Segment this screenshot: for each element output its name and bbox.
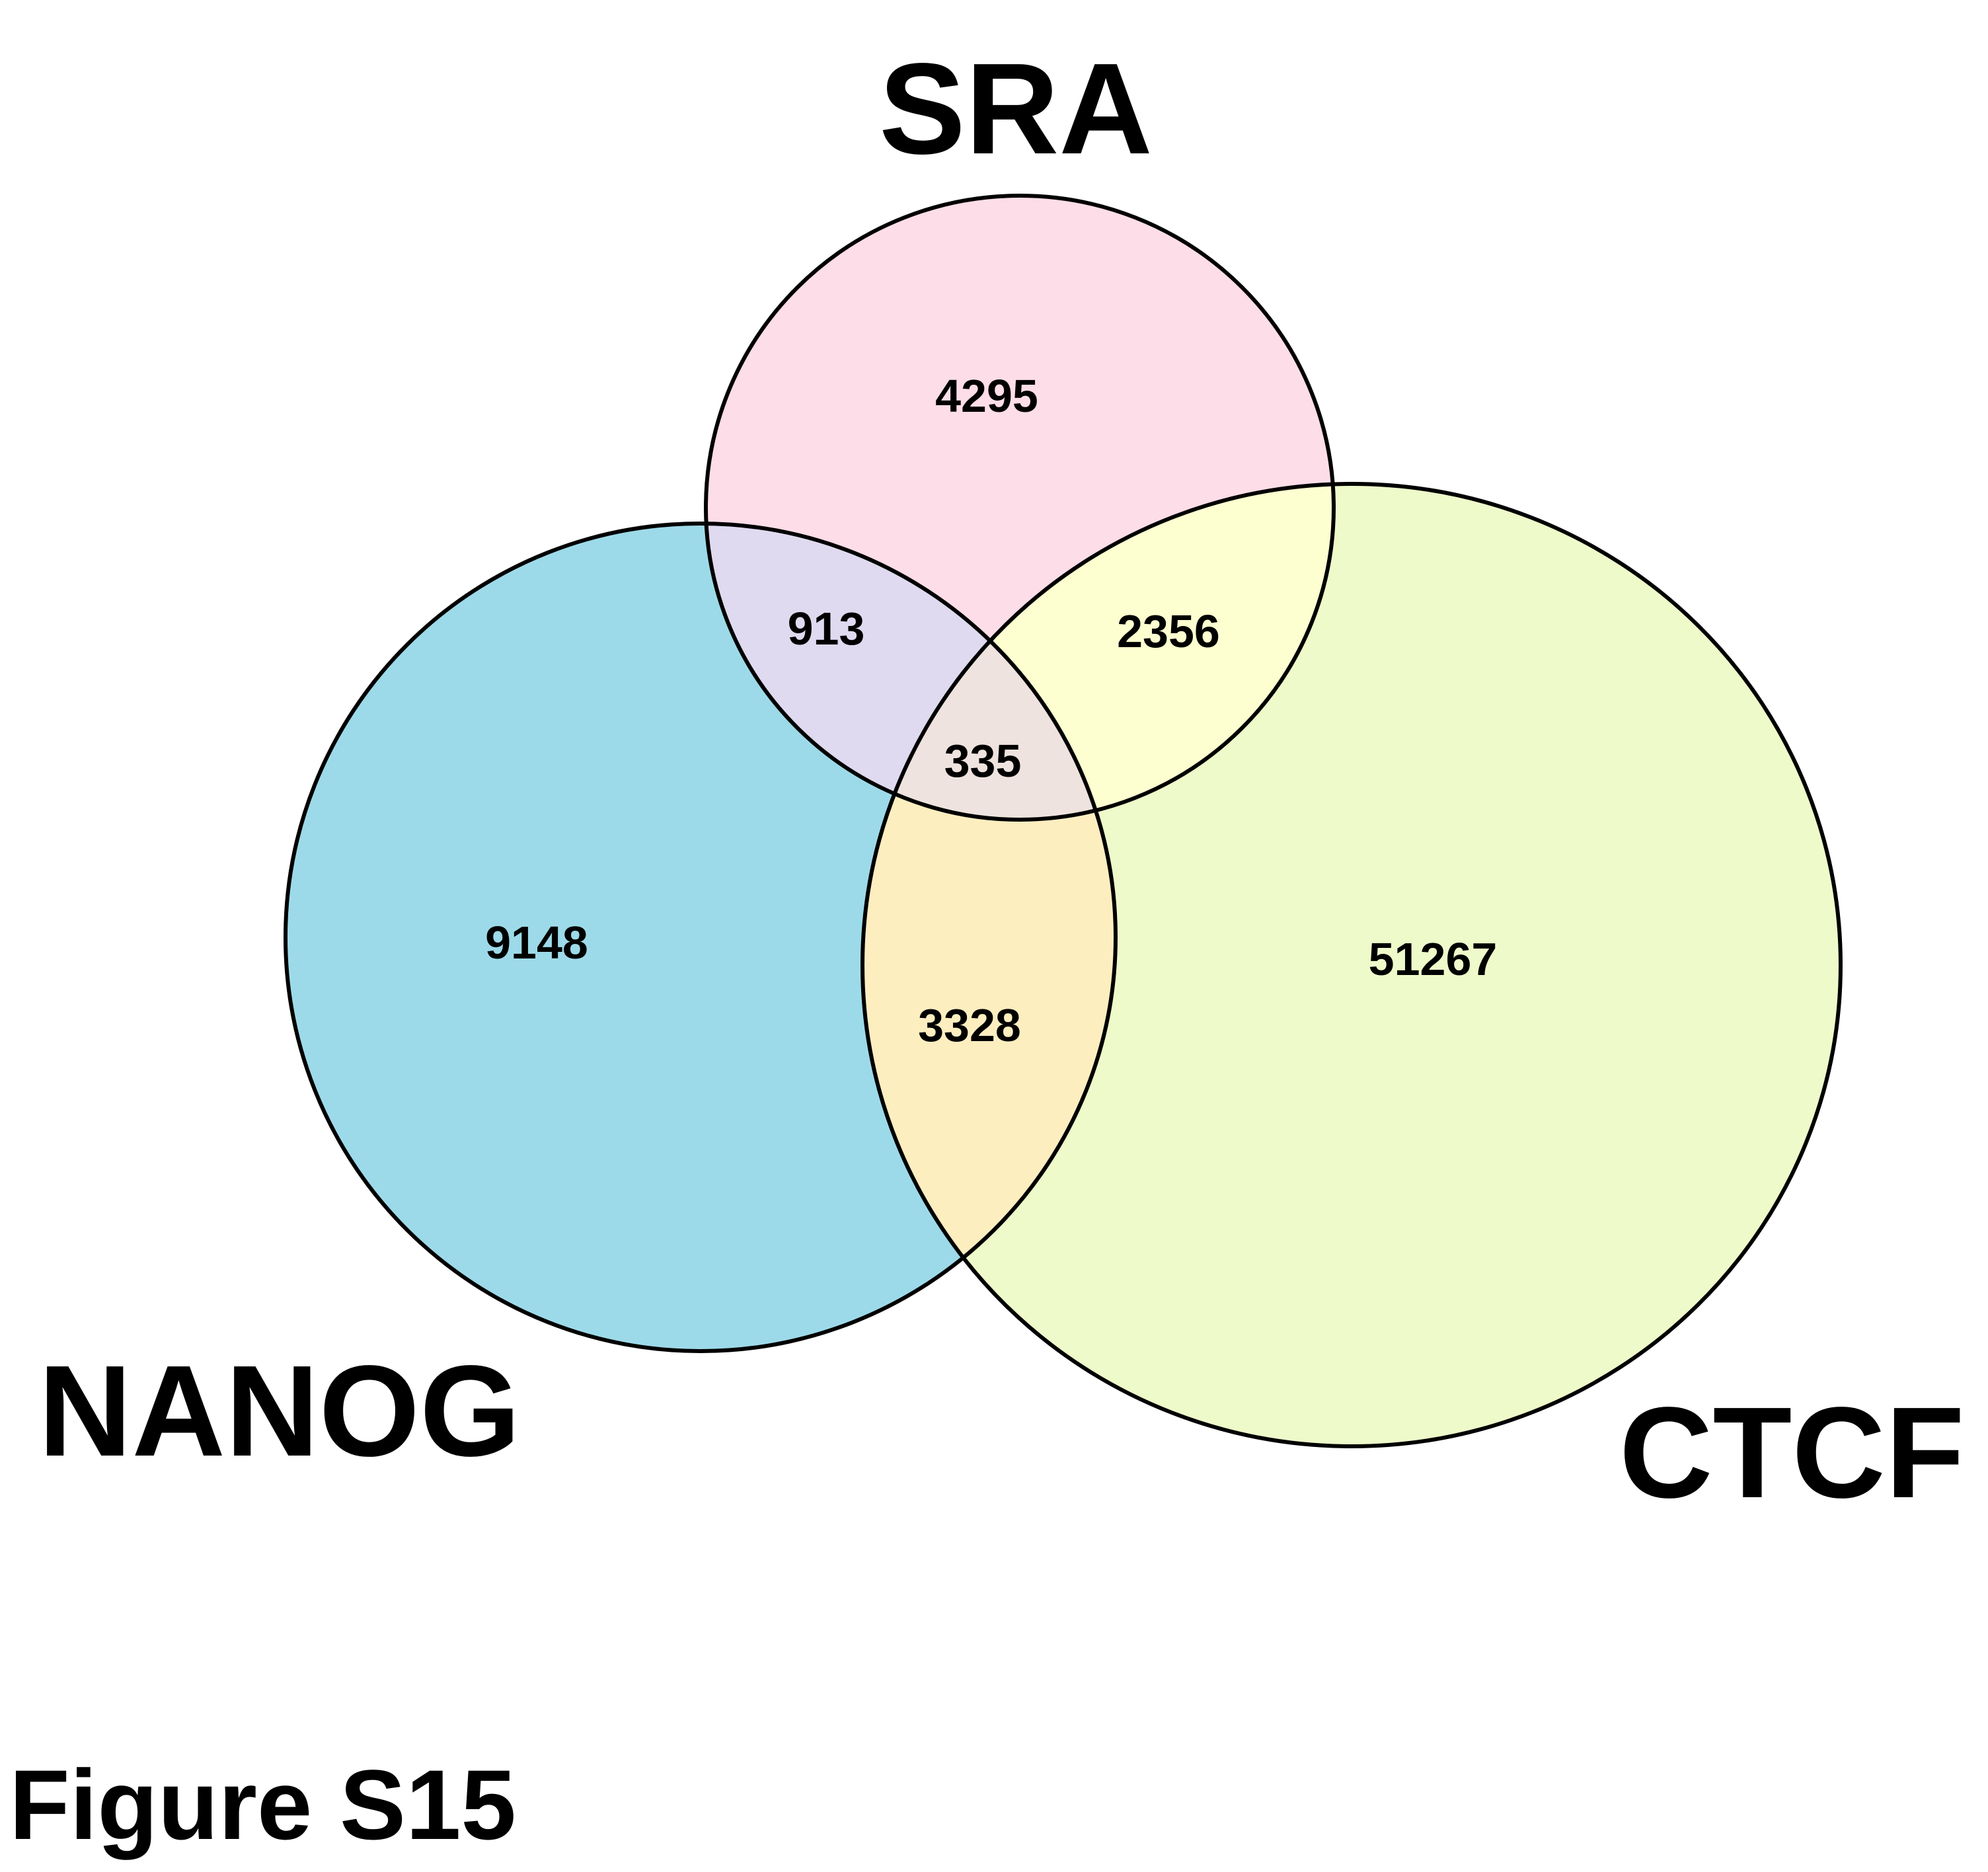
nanog-only-count: 9148 bbox=[485, 917, 588, 968]
figure-label: Figure S15 bbox=[9, 1749, 516, 1860]
sra-set-label: SRA bbox=[879, 36, 1153, 181]
ctcf-only-count: 51267 bbox=[1369, 933, 1498, 985]
sra-only-count: 4295 bbox=[935, 370, 1038, 422]
sra-ctcf-count: 2356 bbox=[1117, 605, 1220, 657]
ctcf-set-label: CTCF bbox=[1619, 1380, 1965, 1525]
nanog-set-label: NANOG bbox=[38, 1339, 521, 1483]
all-three-count: 335 bbox=[944, 735, 1022, 787]
nanog-ctcf-count: 3328 bbox=[918, 999, 1021, 1051]
nanog-sra-count: 913 bbox=[788, 603, 865, 654]
